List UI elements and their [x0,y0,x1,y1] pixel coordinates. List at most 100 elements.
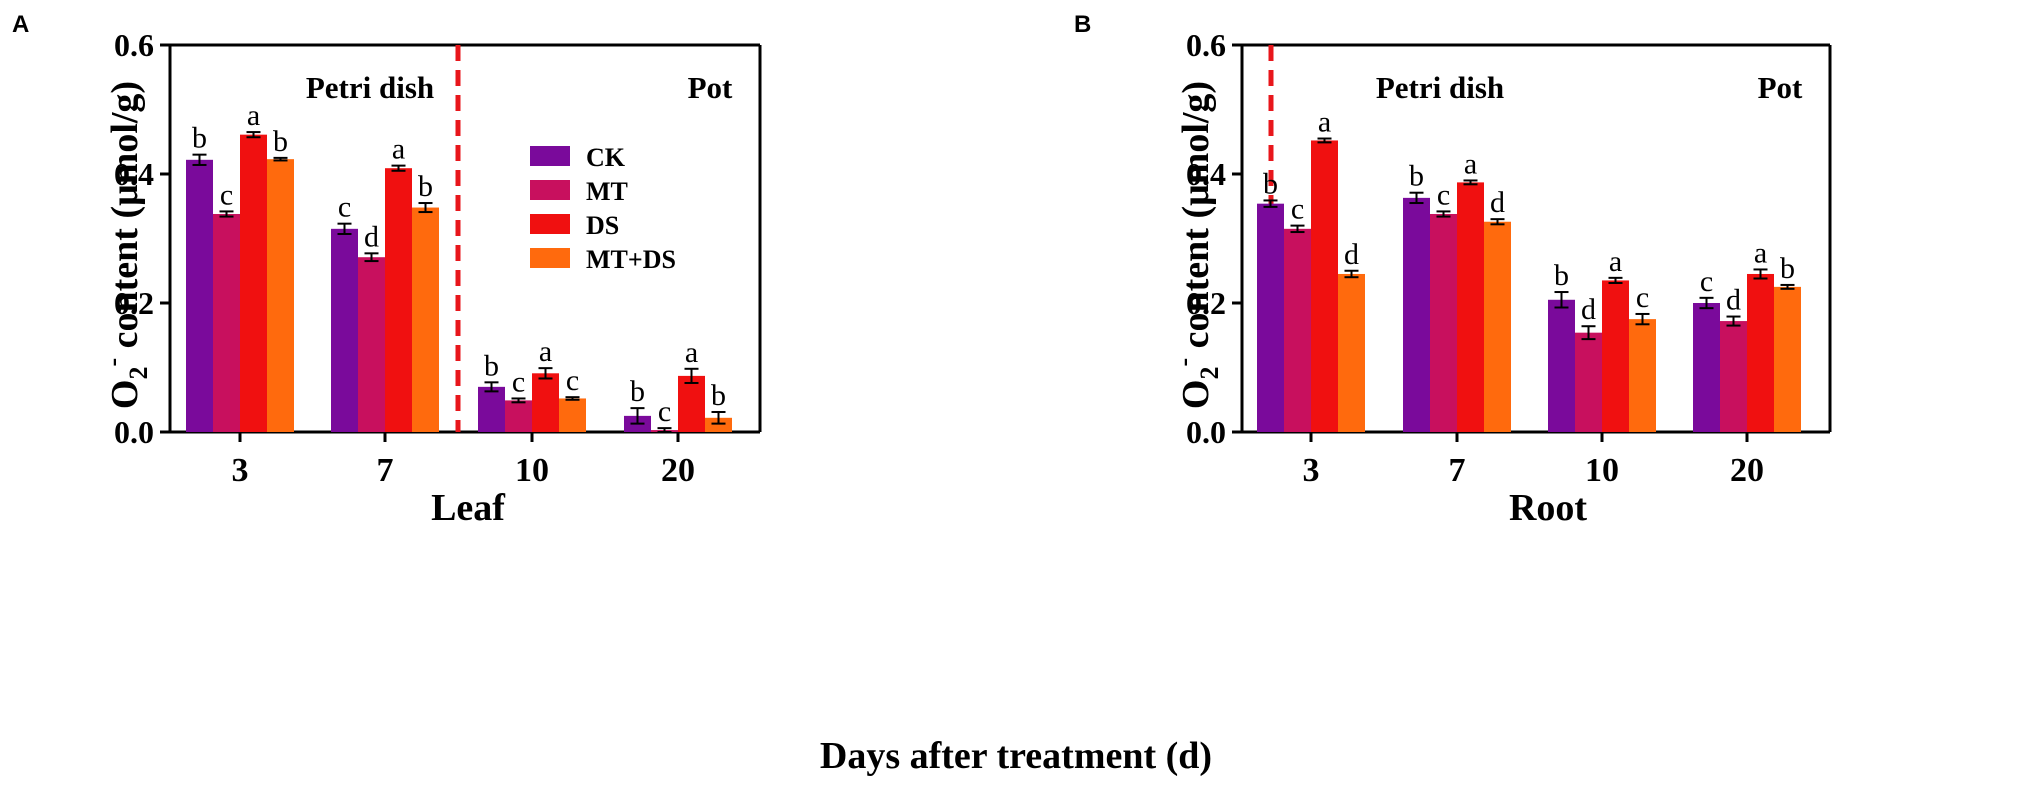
bar-mt-ds-a [267,159,294,433]
bar-mt-b [1720,321,1747,432]
x-tick-label-b: 7 [1449,452,1466,489]
bar-mt-ds-a [705,417,732,432]
bar-mt-b [1430,213,1457,432]
svg-text:O2- content (μmol/g): O2- content (μmol/g) [98,81,153,409]
legend-swatch-mt-ds [530,248,570,268]
bar-ds-a [385,168,412,432]
legend-a: CK MT DS MT+DS [530,143,676,274]
significance-letter-b: a [1464,147,1477,180]
bar-mt-ds-b [1338,273,1365,432]
legend-swatch-ds [530,214,570,234]
panel-label-a: A [12,11,29,38]
significance-letter-b: d [1581,293,1596,326]
bar-ck-a [331,228,358,432]
y-label-sup-b: - [1169,358,1198,367]
region-label-petri-b: Petri dish [1376,70,1504,105]
y-tick-label-a: 0.4 [114,156,154,192]
legend-label-ck: CK [586,143,626,172]
bar-mt-a [213,213,240,432]
significance-letter-a: c [512,365,525,398]
legend-label-ds: DS [586,211,619,240]
x-tick-label-b: 3 [1303,452,1320,489]
x-tick-label-a: 10 [515,452,549,489]
significance-letter-a: d [364,220,379,253]
x-tick-label-a: 3 [232,452,249,489]
legend-swatch-mt [530,180,570,200]
bar-ds-b [1602,280,1629,432]
bar-mt-ds-a [412,207,439,432]
y-tick-label-b: 0.2 [1186,285,1226,321]
significance-letter-b: c [1437,178,1450,211]
x-tick-label-a: 20 [661,452,695,489]
bar-mt-ds-b [1774,286,1801,432]
bar-mt-ds-b [1629,319,1656,432]
significance-letter-b: c [1291,193,1304,226]
bar-mt-ds-b [1484,221,1511,432]
significance-letter-b: d [1490,186,1505,219]
significance-letter-a: c [338,191,351,224]
significance-letter-b: d [1344,238,1359,271]
legend-label-mt: MT [586,177,628,206]
significance-letter-b: b [1263,167,1278,200]
common-x-axis-label: Days after treatment (d) [820,735,1212,777]
bar-ck-b [1403,197,1430,432]
y-label-main-b: O [1175,380,1217,410]
y-label-main-a: O [104,380,146,410]
x-tick-label-a: 7 [377,452,394,489]
bar-ds-b [1457,182,1484,432]
panel-b: B O2- content (μmol/g) Root Petri dish P… [1074,11,1803,529]
significance-letter-a: b [418,170,433,203]
significance-letter-a: a [685,336,698,369]
bar-mt-ds-a [559,398,586,432]
bar-ds-a [678,375,705,432]
y-label-sup-a: - [98,358,127,367]
svg-text:O2- content (μmol/g): O2- content (μmol/g) [1169,81,1224,409]
bar-ck-b [1548,299,1575,432]
y-axis-label-a: O2- content (μmol/g) [98,81,153,409]
y-tick-label-a: 0.2 [114,285,154,321]
bar-ds-b [1311,140,1338,432]
legend-label-mt-ds: MT+DS [586,245,676,274]
significance-letter-b: a [1754,236,1767,269]
significance-letter-a: c [566,364,579,397]
region-label-pot-b: Pot [1758,70,1803,105]
y-tick-label-b: 0.4 [1186,156,1226,192]
y-axis-label-b: O2- content (μmol/g) [1169,81,1224,409]
y-tick-label-b: 0.0 [1186,414,1226,450]
significance-letter-b: b [1409,160,1424,193]
y-label-rest-b: content (μmol/g) [1175,81,1217,358]
bar-mt-a [505,400,532,432]
significance-letter-a: c [220,178,233,211]
significance-letter-b: b [1554,259,1569,292]
significance-letter-b: c [1636,281,1649,314]
bar-ck-a [478,386,505,432]
significance-letter-a: c [658,395,671,428]
panel-label-b: B [1074,11,1091,38]
bar-mt-a [358,257,385,432]
x-tick-label-b: 20 [1730,452,1764,489]
bar-ds-a [532,373,559,432]
region-label-pot-a: Pot [688,70,733,105]
bar-ds-a [240,134,267,432]
bar-mt-b [1284,228,1311,432]
y-label-rest-a: content (μmol/g) [104,81,146,358]
significance-letter-a: a [247,99,260,132]
bar-ck-a [186,159,213,432]
significance-letter-a: b [192,122,207,155]
y-tick-label-a: 0.6 [114,27,154,63]
significance-letter-a: b [630,375,645,408]
significance-letter-b: c [1700,265,1713,298]
legend-swatch-ck [530,146,570,166]
x-axis-label-b: Root [1509,487,1587,529]
bar-mt-b [1575,332,1602,432]
x-axis-label-a: Leaf [431,487,506,529]
y-label-sub-a: 2 [124,367,153,380]
region-label-petri-a: Petri dish [306,70,434,105]
y-label-sub-b: 2 [1195,367,1224,380]
bar-ck-b [1257,203,1284,432]
significance-letter-a: a [539,335,552,368]
significance-letter-b: b [1780,252,1795,285]
